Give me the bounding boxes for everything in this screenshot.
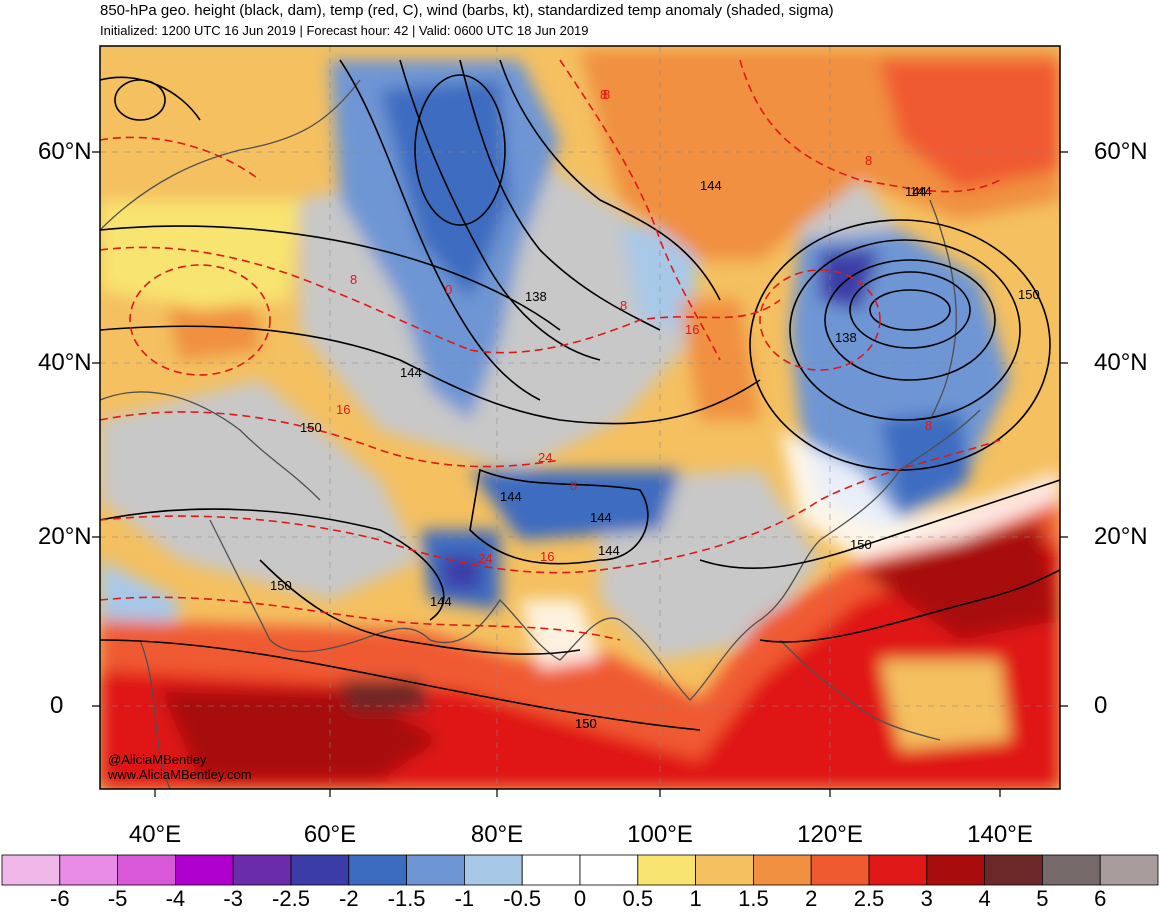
colorbar-tick-label: 0	[573, 886, 587, 911]
colorbar-tick-label: -4	[165, 886, 186, 911]
lat-label-right-0: 0	[1094, 692, 1108, 719]
graticule	[100, 46, 1060, 789]
lon-label-40e: 40°E	[128, 821, 182, 848]
height-contour-label: 150	[300, 420, 322, 435]
colorbar-tick-label: -1	[454, 886, 475, 911]
lat-label-right-40n: 40°N	[1094, 349, 1148, 376]
colorbar-tick-label: 6	[1094, 886, 1107, 911]
colorbar-swatch	[1, 854, 61, 886]
lon-label-140e: 140°E	[967, 821, 1033, 848]
colorbar-swatch	[637, 854, 696, 886]
temp-contour-label: 0	[445, 282, 453, 297]
lat-label-left-60n: 60°N	[38, 138, 92, 165]
colorbar-tick-label: 0.5	[622, 886, 654, 911]
colorbar-tick-label: 5	[1036, 886, 1049, 911]
anomaly-shading	[100, 46, 1060, 789]
height-contour-label: 144	[430, 594, 452, 609]
height-contour-label: 150	[575, 716, 597, 731]
colorbar-tick-label: -2.5	[272, 886, 310, 911]
chart-subtitle: Initialized: 1200 UTC 16 Jun 2019 | Fore…	[100, 23, 589, 38]
colorbar-swatch	[348, 854, 407, 886]
lat-label-right-20n: 20°N	[1094, 523, 1148, 550]
lat-label-right-60n: 60°N	[1094, 138, 1148, 165]
colorbar-tick-label: 2	[805, 886, 818, 911]
height-contour-label: 138	[835, 330, 857, 345]
colorbar-tick-label: 1.5	[738, 886, 769, 911]
temp-contour-label: 8	[600, 87, 608, 102]
temp-contour-label: 16	[685, 322, 700, 337]
height-contour-label: 144	[400, 365, 422, 380]
lon-label-120e: 120°E	[797, 821, 863, 848]
colorbar-swatch	[117, 854, 176, 886]
lon-label-60e: 60°E	[303, 821, 357, 848]
colorbar-tick-label: -2	[339, 886, 359, 911]
temp-contour-label: 8	[603, 87, 611, 102]
colorbar-swatch	[1042, 854, 1101, 886]
colorbar-swatch	[59, 854, 118, 886]
colorbar-swatch	[463, 854, 523, 886]
temp-contour-label: 8	[350, 272, 358, 287]
temp-contour-label: 8	[620, 298, 628, 313]
colorbar-swatch	[868, 854, 928, 886]
axis-ticks	[92, 151, 1068, 797]
colorbar-tick-label: 1	[689, 886, 702, 911]
colorbar-swatch	[521, 854, 581, 886]
colorbar-swatch	[695, 854, 754, 886]
height-contour-label: 144	[905, 184, 927, 199]
lat-label-left-20n: 20°N	[38, 523, 92, 550]
height-contours	[100, 59, 1060, 731]
temp-contour-label: 8	[570, 478, 578, 493]
colorbar-tick-label: 3	[920, 886, 933, 911]
lat-label-left-0: 0	[50, 692, 64, 719]
colorbar-swatch	[810, 854, 870, 886]
height-contour-label: 150	[1018, 287, 1040, 302]
credit-website: www.AliciaMBentley.com	[108, 767, 252, 782]
colorbar-tick-label: -6	[50, 886, 70, 911]
colorbar	[1, 854, 1159, 886]
colorbar-swatch	[232, 854, 292, 886]
temperature-contours	[100, 59, 1001, 641]
colorbar-swatch	[753, 854, 812, 886]
temp-contour-label: 8	[865, 153, 873, 168]
lon-label-100e: 100°E	[627, 821, 693, 848]
colorbar-tick-label: 2.5	[853, 886, 885, 911]
credit-handle: @AliciaMBentley	[108, 752, 207, 767]
height-contour-label: 150	[850, 537, 872, 552]
colorbar-tick-label: -1.5	[387, 886, 426, 911]
height-contour-label: 144	[590, 510, 612, 525]
colorbar-swatch	[406, 854, 465, 886]
colorbar-tick-label: 4	[978, 886, 991, 911]
colorbar-swatch	[1099, 854, 1159, 886]
colorbar-swatch	[290, 854, 350, 886]
colorbar-tick-label: -5	[107, 886, 128, 911]
colorbar-swatch	[926, 854, 985, 886]
temp-contour-label: 16	[540, 549, 555, 564]
colorbar-swatch	[579, 854, 639, 886]
map-frame	[99, 45, 1061, 790]
temp-contour-label: 8	[925, 418, 933, 433]
temp-contour-label: 24	[478, 551, 493, 566]
colorbar-swatch	[174, 854, 234, 886]
temp-contour-label: 16	[336, 402, 351, 417]
height-contour-label: 144	[700, 178, 722, 193]
temp-contour-label: 24	[538, 450, 553, 465]
height-contour-label: 144	[598, 543, 620, 558]
colorbar-swatch	[984, 854, 1043, 886]
colorbar-tick-label: -0.5	[503, 886, 542, 911]
height-contour-label: 150	[270, 578, 292, 593]
height-contour-label: 150	[575, 716, 597, 731]
height-contour-label: 144	[910, 184, 932, 199]
lon-label-80e: 80°E	[470, 821, 524, 848]
colorbar-tick-label: -3	[223, 886, 243, 911]
lat-label-left-40n: 40°N	[38, 349, 92, 376]
height-contour-label: 138	[525, 289, 547, 304]
height-contour-label: 144	[500, 489, 522, 504]
chart-title: 850-hPa geo. height (black, dam), temp (…	[100, 2, 834, 19]
